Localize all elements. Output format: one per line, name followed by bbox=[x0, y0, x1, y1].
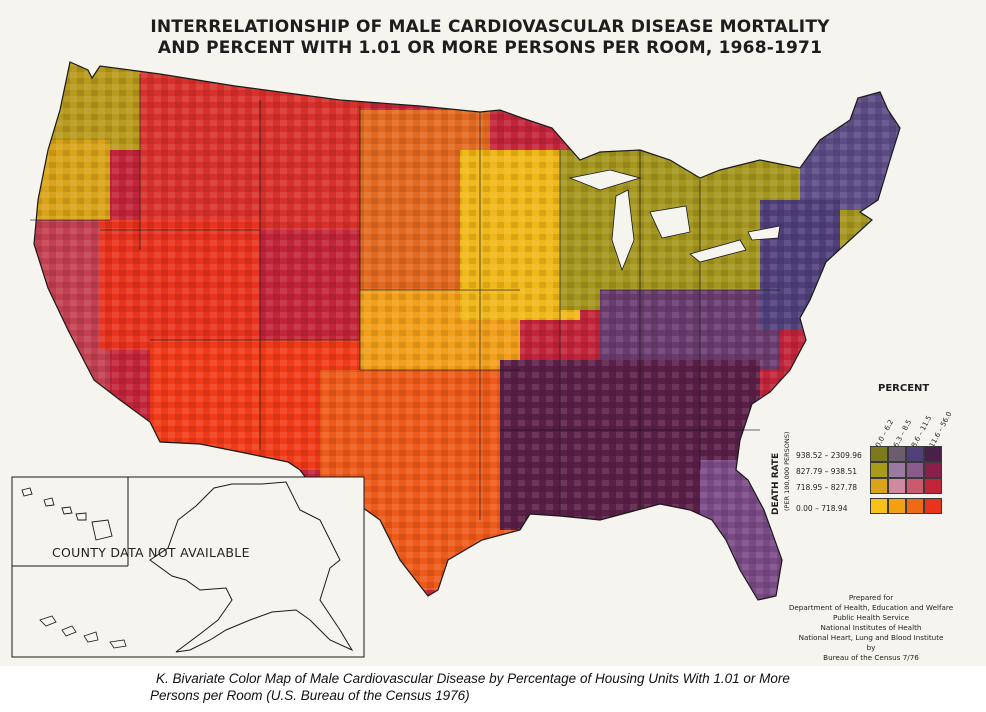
legend-cell-rate2-pct1 bbox=[870, 462, 888, 478]
credit-block: Prepared for Department of Health, Educa… bbox=[776, 593, 966, 663]
legend-cell-rate2-pct3 bbox=[906, 462, 924, 478]
legend-cell-rate1-pct4 bbox=[924, 446, 942, 462]
legend-percent-title: PERCENT bbox=[878, 383, 930, 394]
credit-line: Public Health Service bbox=[832, 613, 909, 622]
county-data-note: COUNTY DATA NOT AVAILABLE bbox=[52, 545, 250, 560]
legend-cell-rate3-pct3 bbox=[906, 478, 924, 494]
alaska-outline bbox=[149, 481, 354, 653]
legend-cell-rate3-pct4 bbox=[924, 478, 942, 494]
legend-cell-rate3-pct2 bbox=[888, 478, 906, 494]
credit-line: Bureau of the Census 7/76 bbox=[823, 653, 919, 662]
figure-caption: K. Bivariate Color Map of Male Cardiovas… bbox=[150, 670, 910, 704]
legend-cell-rate1-pct2 bbox=[888, 446, 906, 462]
legend-cell-rate4-pct3 bbox=[906, 498, 924, 514]
legend-rate-class-1: 938.52 – 2309.96 bbox=[796, 451, 862, 460]
credit-line: Department of Health, Education and Welf… bbox=[788, 603, 954, 612]
legend-cell-rate2-pct2 bbox=[888, 462, 906, 478]
legend-cell-rate4-pct1 bbox=[870, 498, 888, 514]
legend-cell-rate4-pct2 bbox=[888, 498, 906, 514]
caption-line-2: Persons per Room (U.S. Bureau of the Cen… bbox=[150, 688, 470, 703]
legend-cell-rate1-pct1 bbox=[870, 446, 888, 462]
alaska-hawaii-inset bbox=[11, 476, 365, 658]
legend-cell-rate4-pct4 bbox=[924, 498, 942, 514]
state-boundaries bbox=[30, 74, 780, 520]
caption-line-1: K. Bivariate Color Map of Male Cardiovas… bbox=[156, 671, 790, 686]
credit-line: by bbox=[866, 643, 876, 652]
legend-death-rate-title: DEATH RATE bbox=[771, 452, 781, 515]
map-title-line-2: AND PERCENT WITH 1.01 OR MORE PERSONS PE… bbox=[157, 38, 823, 58]
credit-line: Prepared for bbox=[848, 593, 894, 602]
hawaii-outline bbox=[21, 487, 113, 541]
legend-cell-rate1-pct3 bbox=[906, 446, 924, 462]
legend-rate-class-3: 718.95 – 827.78 bbox=[796, 483, 858, 492]
us-outline bbox=[33, 61, 901, 601]
legend-rate-class-4: 0.00 – 718.94 bbox=[796, 504, 848, 513]
credit-line: National Institutes of Health bbox=[820, 623, 922, 632]
map-title-line-1: INTERRELATIONSHIP OF MALE CARDIOVASCULAR… bbox=[150, 17, 830, 37]
legend-rate-class-2: 827.79 – 938.51 bbox=[796, 467, 858, 476]
great-lakes bbox=[568, 169, 781, 272]
map-canvas bbox=[11, 61, 901, 658]
legend-cell-rate3-pct1 bbox=[870, 478, 888, 494]
legend-cell-rate2-pct4 bbox=[924, 462, 942, 478]
legend-death-rate-subtitle: (PER 100,000 PERSONS) bbox=[783, 431, 791, 511]
credit-line: National Heart, Lung and Blood Institute bbox=[798, 633, 944, 642]
